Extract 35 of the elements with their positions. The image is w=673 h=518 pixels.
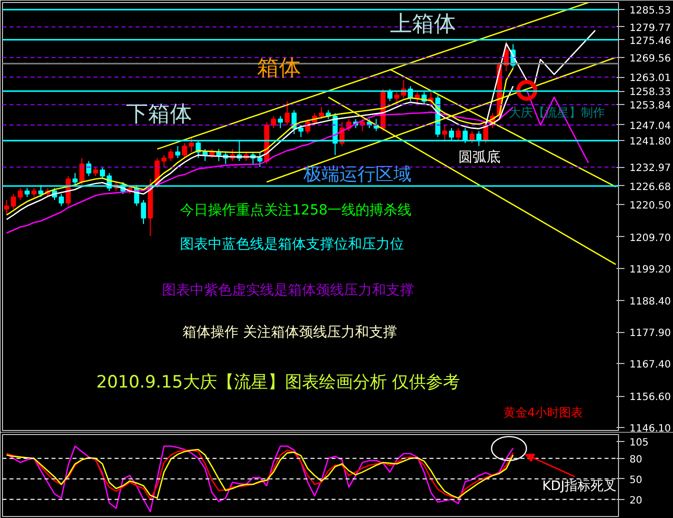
y-tick-label: 1209.70 — [630, 232, 671, 244]
annotation: 今日操作重点关注1258一线的搏杀线 — [180, 202, 412, 218]
y-tick-label: 20 — [630, 495, 642, 506]
annotation: KDJ指标死叉 — [542, 479, 617, 494]
annotation: 上箱体 — [390, 12, 456, 37]
annotation: 极端运行区域 — [302, 164, 412, 185]
ref-line-label: 1226.68 — [630, 182, 671, 193]
annotation: 黄金4小时图表 — [503, 406, 584, 420]
y-tick-label: 1220.50 — [630, 200, 671, 212]
y-tick-label: 1177.90 — [630, 328, 671, 340]
ref-line-label: 1275.46 — [630, 36, 671, 47]
ref-line-label: 1258.33 — [630, 87, 671, 98]
annotation: 图表中蓝色线是箱体支撑位和压力位 — [180, 236, 404, 252]
y-tick-label: 1146.10 — [630, 424, 671, 435]
ref-line-label: 1247.04 — [630, 120, 671, 132]
y-tick-label: 1188.40 — [630, 296, 671, 308]
y-tick-label: 105 — [630, 437, 649, 448]
ref-line-label: 1279.77 — [630, 22, 671, 34]
annotation: 箱体操作 关注箱体颈线压力和支撑 — [182, 324, 398, 340]
annotation: 箱体 — [257, 56, 302, 81]
y-tick-label: 1156.60 — [630, 392, 671, 404]
ref-line-label: 1263.01 — [630, 73, 671, 84]
ref-line-label: 1285.53 — [630, 6, 671, 17]
ref-line-label: 1253.84 — [630, 100, 671, 112]
annotation: 2010.9.15大庆【流星】图表绘画分析 仅供参考 — [96, 372, 460, 392]
ref-line-label: 1269.56 — [630, 53, 671, 64]
y-tick-label: 1199.20 — [630, 264, 671, 276]
ref-line-label: 1232.97 — [630, 163, 671, 174]
annotation: 图表中紫色虚实线是箱体颈线压力和支撑 — [162, 282, 414, 298]
y-tick-label: 50 — [630, 474, 642, 486]
y-tick-label: 80 — [630, 454, 642, 466]
annotation: 圆弧底 — [458, 150, 501, 166]
ref-line-label: 1241.80 — [630, 136, 671, 148]
y-tick-label: 1167.40 — [630, 360, 671, 371]
annotation: 下箱体 — [126, 102, 192, 127]
